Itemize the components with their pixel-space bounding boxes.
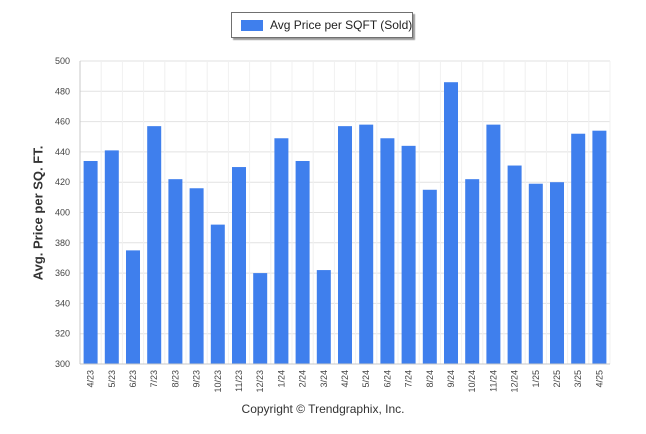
bar (168, 179, 183, 364)
bar (528, 183, 543, 364)
bar (422, 189, 437, 364)
y-tick-label: 340 (55, 298, 70, 308)
x-tick-label: 1/25 (531, 370, 541, 388)
bar (126, 250, 140, 364)
x-tick-label: 7/24 (404, 370, 414, 388)
x-tick-label: 3/25 (573, 370, 583, 388)
y-tick-label: 380 (55, 238, 70, 248)
bar (316, 270, 331, 364)
y-tick-label: 400 (55, 208, 70, 218)
x-tick-label: 4/23 (86, 370, 96, 388)
x-tick-label: 2/24 (298, 370, 308, 388)
y-tick-label: 500 (55, 56, 70, 66)
x-tick-label: 6/23 (128, 370, 138, 388)
x-tick-label: 9/23 (192, 370, 202, 388)
copyright-text: Copyright © Trendgraphix, Inc. (241, 402, 405, 416)
bar (550, 182, 564, 364)
bar (83, 160, 98, 364)
x-tick-label: 2/25 (552, 370, 562, 388)
bar (147, 126, 162, 365)
bar (189, 188, 204, 364)
y-tick-label: 460 (55, 117, 70, 127)
bar (210, 224, 225, 364)
x-tick-label: 4/24 (340, 370, 350, 388)
x-tick-label: 9/24 (446, 370, 456, 388)
y-tick-label: 420 (55, 177, 70, 187)
bar (486, 124, 501, 364)
x-tick-label: 3/24 (319, 370, 329, 388)
x-tick-label: 8/24 (425, 370, 435, 388)
bar (571, 133, 586, 364)
x-tick-label: 4/25 (594, 370, 604, 388)
x-tick-label: 12/23 (255, 370, 265, 393)
bar (359, 124, 374, 364)
y-tick-label: 300 (55, 359, 70, 369)
x-tick-label: 8/23 (170, 370, 180, 388)
x-tick-label: 11/24 (488, 370, 498, 392)
x-tick-label: 10/23 (213, 370, 223, 393)
bar (338, 126, 352, 365)
x-tick-label: 1/24 (276, 370, 286, 388)
y-axis-title: Avg. Price per SQ. FT. (30, 145, 46, 281)
legend-label: Avg Price per SQFT (Sold) (270, 18, 413, 32)
x-tick-label: 5/23 (107, 370, 117, 388)
x-tick-label: 11/23 (234, 370, 244, 392)
bar (274, 138, 289, 364)
legend-swatch (241, 20, 263, 31)
legend: Avg Price per SQFT (Sold) (231, 12, 413, 38)
x-tick-label: 6/24 (382, 370, 392, 388)
y-tick-label: 440 (55, 147, 70, 157)
bar (253, 273, 268, 364)
bar (444, 82, 458, 365)
bar (401, 145, 416, 364)
bar (507, 165, 522, 364)
y-tick-label: 320 (55, 329, 70, 339)
bar (465, 179, 480, 364)
y-tick-label: 480 (55, 86, 70, 96)
bar (295, 160, 310, 364)
x-tick-label: 10/24 (467, 370, 477, 393)
x-tick-label: 12/24 (510, 370, 520, 393)
bar (380, 138, 395, 364)
y-tick-label: 360 (55, 268, 70, 278)
bar (592, 130, 607, 364)
x-tick-label: 5/24 (361, 370, 371, 388)
bar (232, 167, 246, 364)
bar (104, 150, 119, 364)
x-tick-label: 7/23 (149, 370, 159, 388)
